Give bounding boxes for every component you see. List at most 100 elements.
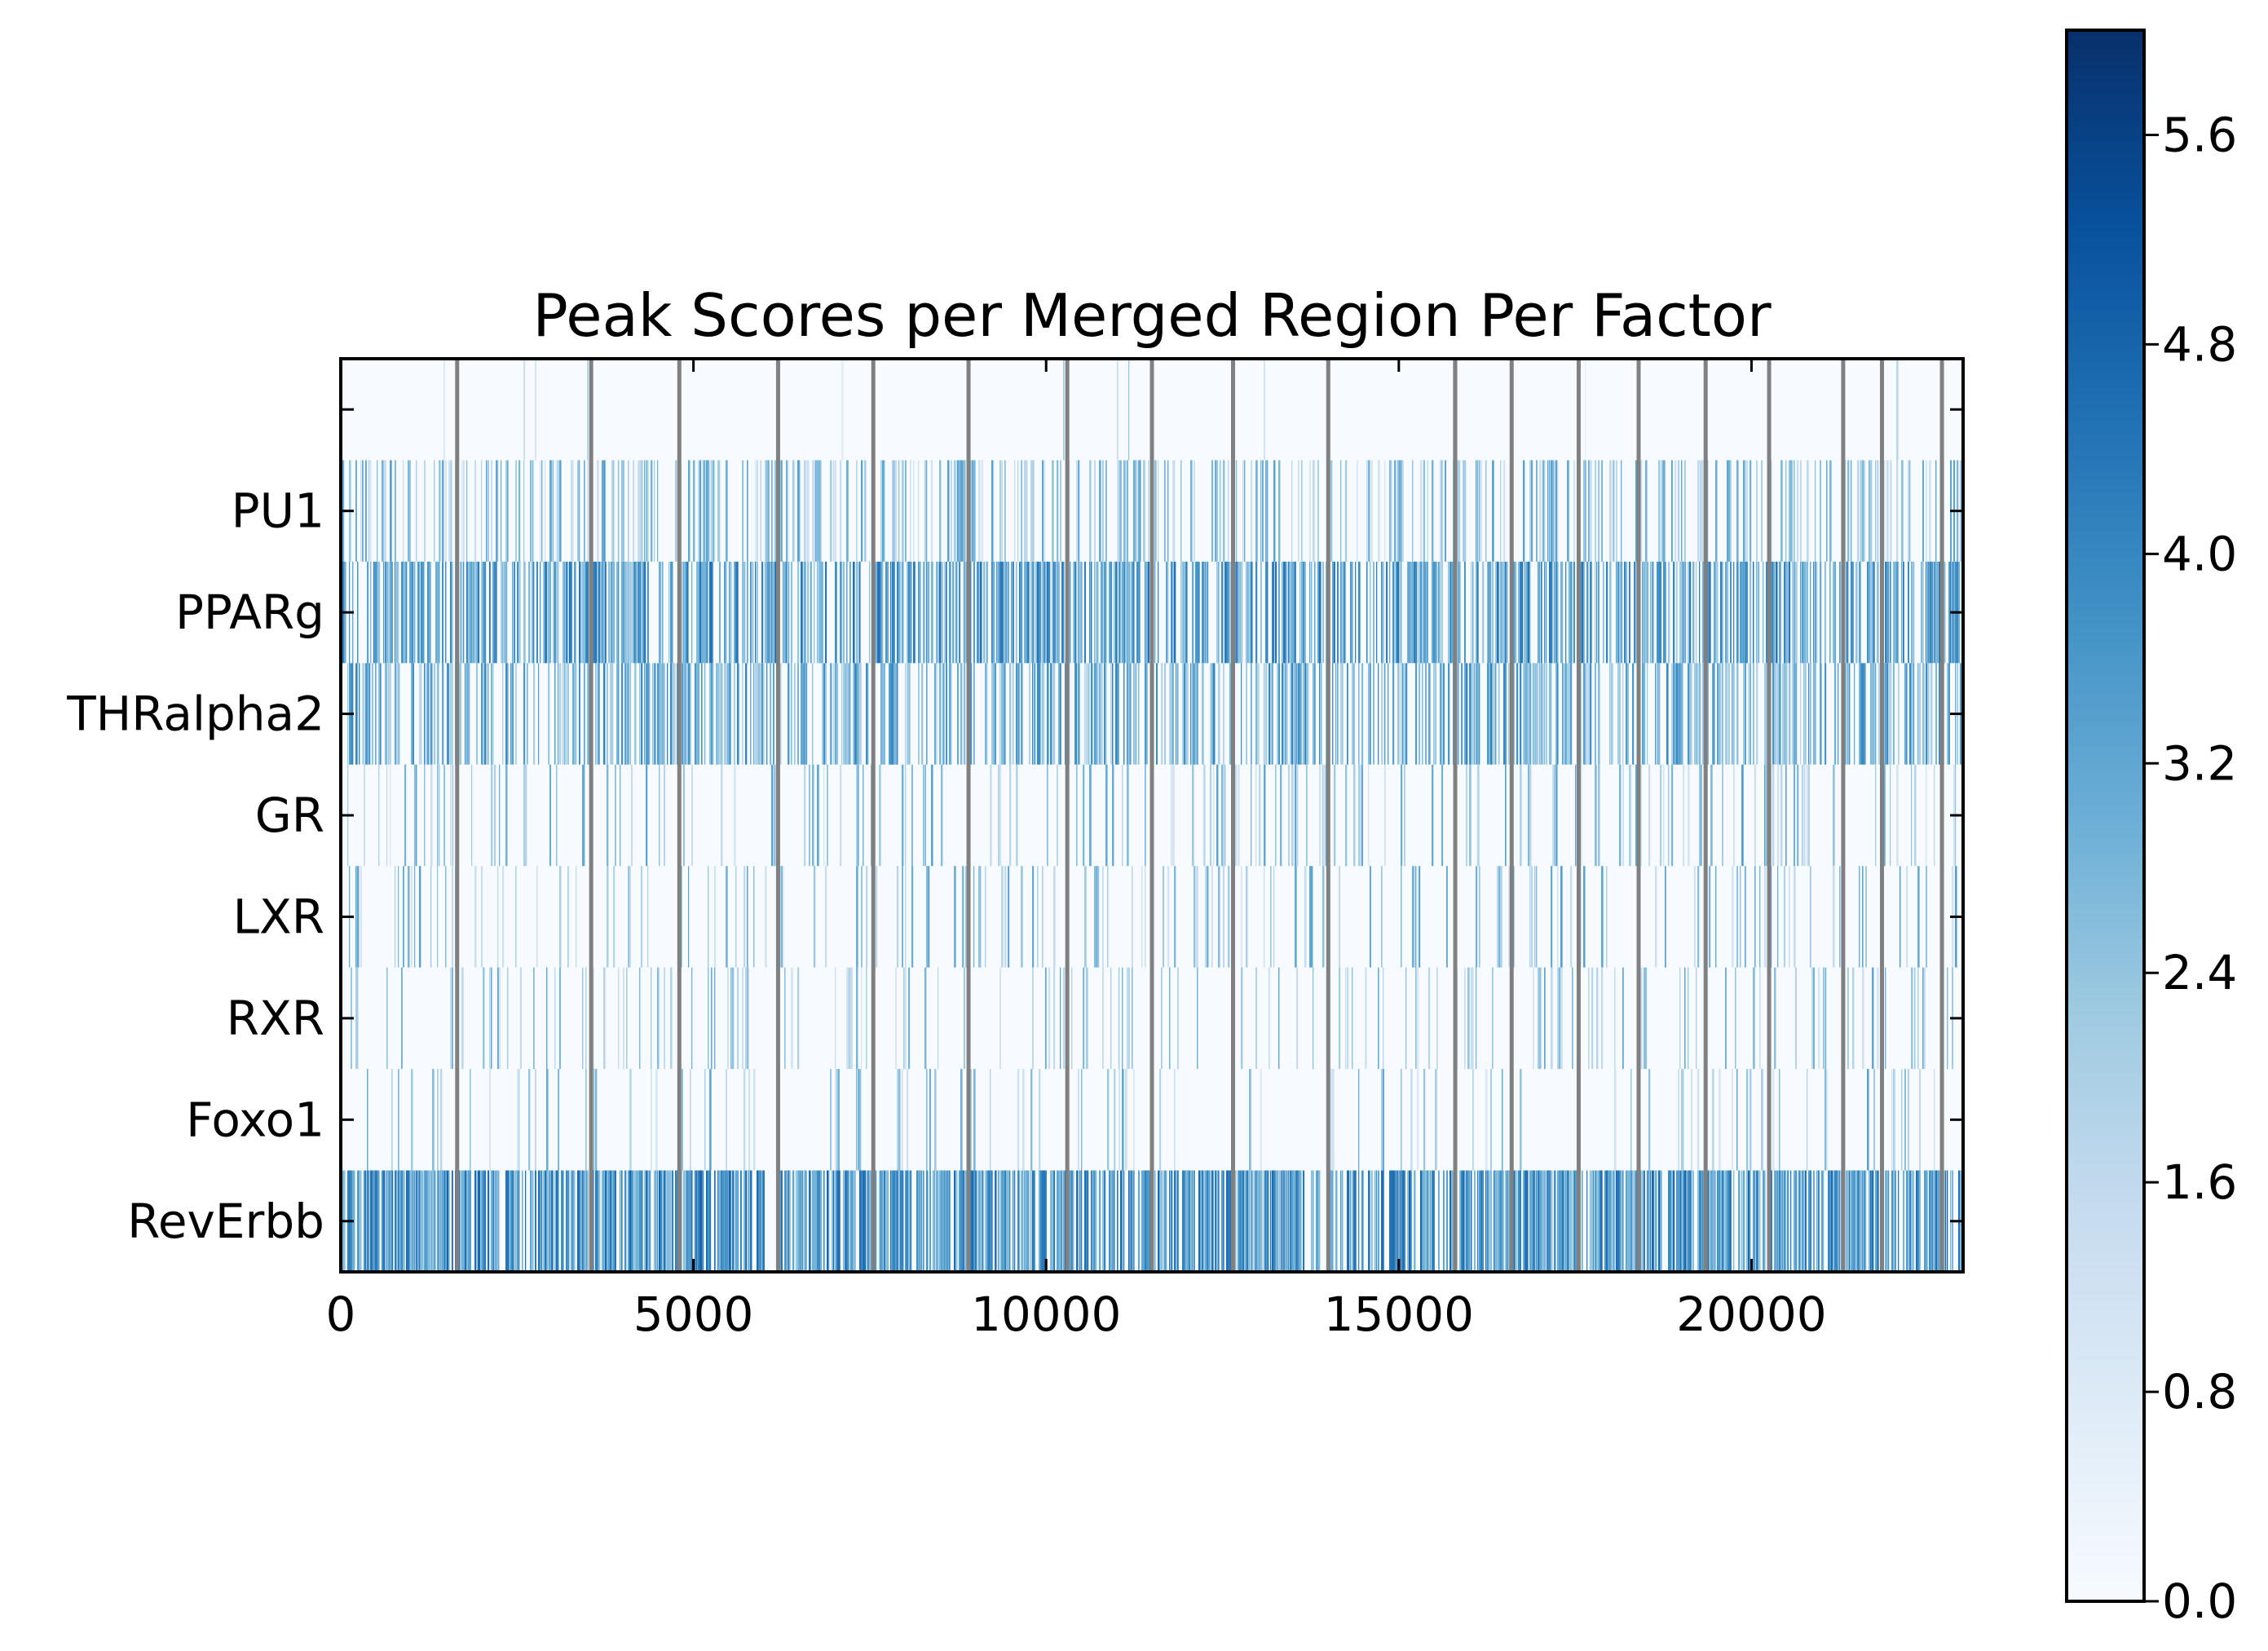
heatmap-cell [624, 561, 627, 664]
heatmap-cell [970, 561, 972, 664]
heatmap-cell [972, 460, 974, 562]
y-tick-label: GR [255, 788, 324, 843]
heatmap-cell [729, 561, 730, 664]
heatmap-cell [1815, 663, 1816, 765]
heatmap-cell [1810, 561, 1811, 664]
heatmap-cell [1683, 1170, 1685, 1272]
heatmap-cell [1890, 561, 1891, 664]
heatmap-cell [1428, 1170, 1430, 1272]
heatmap-cell [1440, 561, 1441, 664]
heatmap-cell [1001, 1170, 1004, 1272]
heatmap-cell [1440, 460, 1442, 562]
heatmap-cell [483, 663, 485, 765]
heatmap-cell [1427, 460, 1429, 562]
heatmap-cell [1630, 1170, 1633, 1272]
heatmap-cell [561, 1170, 563, 1272]
heatmap-cell [1039, 1170, 1041, 1272]
heatmap-cell [1640, 460, 1643, 562]
heatmap-cell [664, 967, 666, 1070]
heatmap-cell [1347, 967, 1349, 1070]
heatmap-cell [1526, 663, 1528, 765]
heatmap-cell [1247, 1170, 1249, 1272]
heatmap-cell [368, 460, 370, 562]
heatmap-cell [385, 460, 386, 562]
heatmap-cell [574, 663, 576, 765]
heatmap-cell [905, 866, 907, 968]
heatmap-cell [1567, 460, 1569, 562]
heatmap-cell [1159, 1170, 1161, 1272]
heatmap-cell [949, 663, 951, 765]
heatmap-cell [897, 561, 899, 664]
heatmap-cell [907, 1069, 909, 1171]
heatmap-cell [726, 866, 728, 968]
heatmap-cell [1099, 460, 1101, 562]
heatmap-cell [1794, 866, 1796, 968]
heatmap-cell [1784, 866, 1785, 968]
heatmap-cell [1347, 663, 1348, 765]
heatmap-cell [858, 561, 860, 664]
heatmap-cell [1273, 460, 1276, 562]
heatmap-cell [491, 967, 492, 1070]
heatmap-cell [1595, 460, 1597, 562]
heatmap-cell [1891, 1170, 1894, 1272]
heatmap-cell [1586, 663, 1588, 765]
heatmap-cell [572, 663, 575, 765]
heatmap-cell [1688, 561, 1690, 664]
heatmap-cell [1875, 460, 1877, 562]
heatmap-cell [1808, 1170, 1811, 1272]
heatmap-cell [1194, 866, 1196, 968]
heatmap-cell [512, 1170, 514, 1272]
heatmap-cell [941, 1170, 943, 1272]
heatmap-cell [390, 561, 392, 664]
heatmap-cell [1358, 1069, 1360, 1171]
heatmap-cell [496, 460, 498, 562]
heatmap-cell [1074, 561, 1077, 664]
heatmap-cell [926, 1069, 928, 1171]
heatmap-cell [582, 764, 585, 867]
heatmap-cell [659, 967, 660, 1070]
heatmap-cell [1273, 561, 1275, 664]
heatmap-cell [1648, 1170, 1650, 1272]
heatmap-cell [1722, 561, 1723, 664]
heatmap-cell [1285, 1170, 1286, 1272]
heatmap-cell [1719, 1069, 1721, 1171]
heatmap-cell [1542, 460, 1545, 562]
heatmap-cell [1864, 1170, 1866, 1272]
heatmap-cell [1833, 1170, 1834, 1272]
heatmap-cell [1847, 561, 1849, 664]
heatmap-cell [1697, 866, 1700, 968]
heatmap-cell [600, 561, 602, 664]
heatmap-cell [861, 866, 863, 968]
heatmap-cell [1833, 561, 1835, 664]
heatmap-cell [1745, 866, 1746, 968]
heatmap-cell [1515, 561, 1517, 664]
heatmap-cell [1611, 1170, 1613, 1272]
heatmap-cell [815, 460, 817, 562]
heatmap-cell [1725, 663, 1727, 765]
heatmap-cell [429, 663, 431, 765]
heatmap-cell [607, 764, 609, 867]
heatmap-cell [527, 663, 528, 765]
heatmap-cell [605, 1170, 607, 1272]
heatmap-cell [1192, 1170, 1194, 1272]
heatmap-cell [1427, 561, 1428, 664]
heatmap-cell [426, 663, 427, 765]
heatmap-cell [1860, 663, 1863, 765]
heatmap-cell [448, 663, 450, 765]
heatmap-cell [417, 1170, 420, 1272]
heatmap-cell [1210, 663, 1212, 765]
heatmap-cell [558, 1069, 560, 1171]
heatmap-cell [745, 663, 748, 765]
heatmap-row [351, 967, 1963, 1070]
heatmap-cell [1531, 460, 1533, 562]
heatmap-cell [1110, 1170, 1113, 1272]
heatmap-cell [607, 866, 609, 968]
heatmap-cell [1849, 1170, 1851, 1272]
heatmap-cell [1555, 561, 1557, 664]
heatmap-cell [1575, 764, 1577, 867]
heatmap-cell [1652, 561, 1654, 664]
heatmap-cell [1630, 1069, 1632, 1171]
heatmap-cell [1702, 663, 1705, 765]
heatmap-cell [450, 460, 452, 562]
heatmap-cell [1847, 1170, 1850, 1272]
